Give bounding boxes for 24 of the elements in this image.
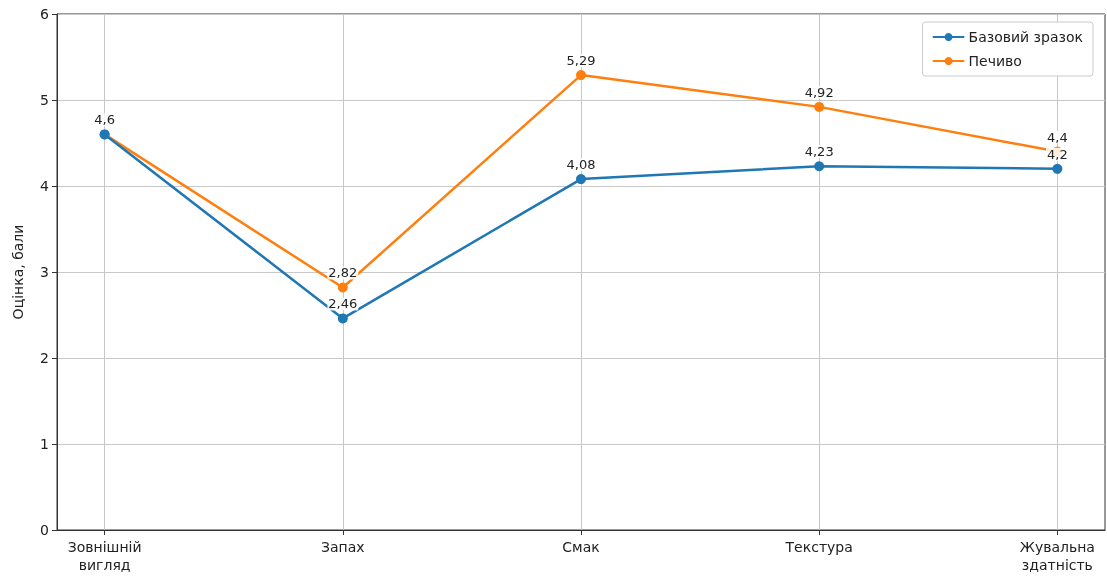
data-label: 4,23 <box>804 144 834 160</box>
legend-label: Печиво <box>968 53 1022 69</box>
y-tick-label: 6 <box>40 6 50 22</box>
y-tick-label: 4 <box>40 178 50 194</box>
data-label: 5,29 <box>566 53 596 69</box>
data-label: 4,6 <box>94 112 115 128</box>
data-label: 2,46 <box>328 296 358 312</box>
x-tick-label: Зовнішній вигляд <box>67 539 142 573</box>
legend-label: Базовий зразок <box>968 29 1083 45</box>
y-axis-title: Оцінка, бали <box>10 224 26 320</box>
data-label: 2,82 <box>328 265 358 281</box>
x-tick-label: Текстура <box>784 539 853 555</box>
data-label: 4,92 <box>804 84 834 100</box>
data-label: 4,2 <box>1047 146 1068 162</box>
data-label: 4,08 <box>566 157 596 173</box>
y-tick-label: 2 <box>40 350 49 366</box>
data-label: 4,4 <box>1047 129 1068 145</box>
y-tick-label: 1 <box>40 436 49 452</box>
y-tick-label: 5 <box>40 92 49 108</box>
y-tick-label: 3 <box>40 264 49 280</box>
y-tick-label: 0 <box>40 522 49 538</box>
x-tick-label: Жувальна здатність <box>1019 539 1095 573</box>
x-tick-label: Запах <box>321 539 365 555</box>
x-tick-label: Смак <box>562 539 600 555</box>
